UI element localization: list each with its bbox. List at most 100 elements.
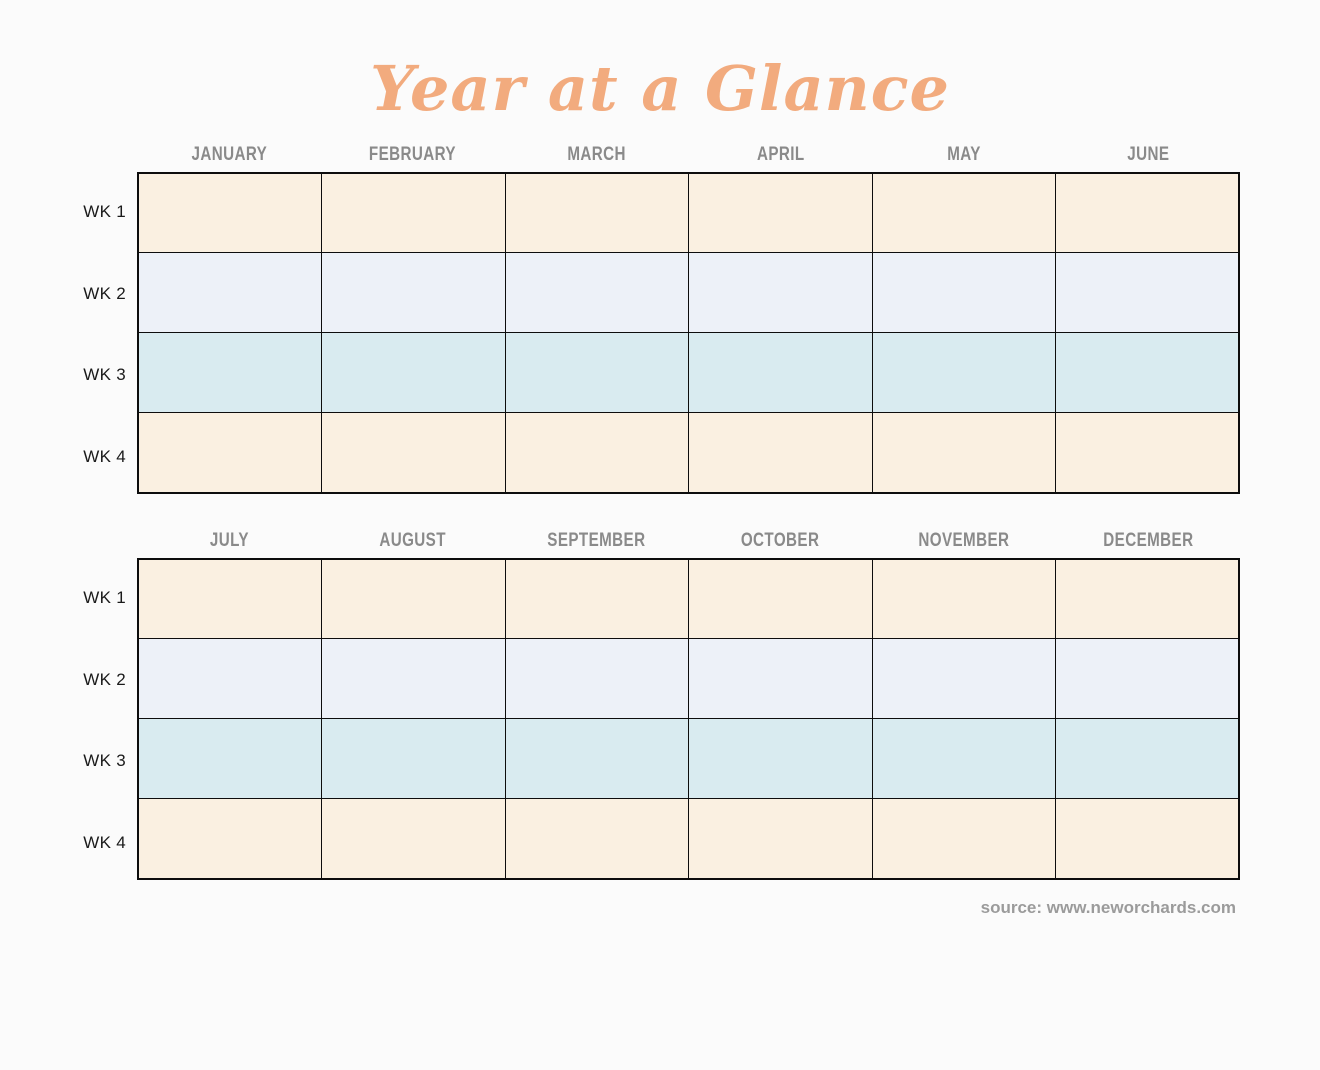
calendar-cell <box>688 172 873 253</box>
month-label: NOVEMBER <box>872 530 1056 552</box>
week-label: WK 4 <box>83 832 126 852</box>
month-label-text: JULY <box>209 529 249 551</box>
month-label: MARCH <box>505 144 689 166</box>
calendar-cell <box>137 252 322 333</box>
month-label: APRIL <box>688 144 872 166</box>
calendar-cell <box>1055 252 1240 333</box>
calendar-cell <box>321 638 506 719</box>
month-label-text: JUNE <box>1126 143 1170 165</box>
calendar-cell <box>504 252 689 333</box>
calendar-cell <box>1055 172 1240 253</box>
week-label: WK 1 <box>83 588 126 608</box>
month-label-text: AUGUST <box>379 529 447 551</box>
calendar-cell <box>137 558 322 639</box>
calendar-cell <box>871 252 1056 333</box>
header-spacer <box>0 524 137 558</box>
week-row <box>137 798 1240 879</box>
month-label: AUGUST <box>321 530 505 552</box>
page-title: Year at a Glance <box>370 52 950 125</box>
calendar-cell <box>137 332 322 413</box>
calendar-cell <box>137 172 322 253</box>
calendar-grid-jan-jun: JANUARY FEBRUARY MARCH APRIL MAY JUNE <box>137 138 1240 498</box>
week-label: WK 3 <box>83 365 126 385</box>
calendar-cell <box>321 798 506 879</box>
month-label: JULY <box>137 530 321 552</box>
calendar-cell <box>504 798 689 879</box>
calendar-cell <box>504 558 689 639</box>
calendar-cell <box>1055 332 1240 413</box>
calendar-cell <box>321 172 506 253</box>
month-header-row: JULY AUGUST SEPTEMBER OCTOBER NOVEMBER D… <box>137 524 1240 558</box>
calendar-cell <box>321 332 506 413</box>
calendar-cell <box>1055 798 1240 879</box>
calendar-cell <box>1055 558 1240 639</box>
calendar-cell <box>137 798 322 879</box>
calendar-cell <box>871 638 1056 719</box>
calendar-cell <box>321 718 506 799</box>
calendar-cell <box>1055 638 1240 719</box>
month-label-text: FEBRUARY <box>369 143 457 165</box>
calendar-sheet: WK 1 WK 2 WK 3 WK 4 JANUARY FEBRUARY MAR… <box>0 138 1240 918</box>
month-label-text: OCTOBER <box>741 529 820 551</box>
week-label-column: WK 1 WK 2 WK 3 WK 4 <box>0 524 137 884</box>
month-label-text: NOVEMBER <box>918 529 1010 551</box>
calendar-cell <box>871 172 1056 253</box>
week-label-column: WK 1 WK 2 WK 3 WK 4 <box>0 138 137 498</box>
calendar-cell <box>504 412 689 493</box>
calendar-cell <box>871 332 1056 413</box>
month-label: SEPTEMBER <box>505 530 689 552</box>
calendar-cell <box>137 638 322 719</box>
month-label-text: APRIL <box>756 143 805 165</box>
month-label: FEBRUARY <box>321 144 505 166</box>
calendar-cell <box>504 638 689 719</box>
calendar-grid-jul-dec: JULY AUGUST SEPTEMBER OCTOBER NOVEMBER D… <box>137 524 1240 884</box>
week-row <box>137 172 1240 253</box>
calendar-cell <box>688 638 873 719</box>
week-row <box>137 252 1240 333</box>
calendar-cell <box>321 412 506 493</box>
week-row <box>137 332 1240 413</box>
calendar-cell <box>504 172 689 253</box>
month-label-text: MARCH <box>567 143 626 165</box>
calendar-cell <box>137 412 322 493</box>
calendar-cell <box>688 798 873 879</box>
calendar-cell <box>688 412 873 493</box>
calendar-cell <box>871 718 1056 799</box>
month-label: DECEMBER <box>1056 530 1240 552</box>
calendar-table-jul-dec <box>137 557 1240 880</box>
month-header-row: JANUARY FEBRUARY MARCH APRIL MAY JUNE <box>137 138 1240 172</box>
calendar-cell <box>871 798 1056 879</box>
week-row <box>137 412 1240 493</box>
calendar-cell <box>688 718 873 799</box>
month-label-text: JANUARY <box>191 143 267 165</box>
week-label: WK 4 <box>83 446 126 466</box>
calendar-cell <box>1055 412 1240 493</box>
header-spacer <box>0 138 137 172</box>
calendar-block-jul-dec: WK 1 WK 2 WK 3 WK 4 JULY AUGUST SEPTEMBE… <box>0 524 1240 884</box>
month-label: JANUARY <box>137 144 321 166</box>
calendar-cell <box>137 718 322 799</box>
calendar-cell <box>321 252 506 333</box>
month-label-text: DECEMBER <box>1102 529 1194 551</box>
calendar-cell <box>504 332 689 413</box>
calendar-cell <box>504 718 689 799</box>
week-label: WK 1 <box>83 202 126 222</box>
week-row <box>137 718 1240 799</box>
calendar-cell <box>1055 718 1240 799</box>
week-label: WK 2 <box>83 669 126 689</box>
week-row <box>137 558 1240 639</box>
source-text: source: www.neworchards.com <box>980 897 1236 917</box>
month-label: OCTOBER <box>688 530 872 552</box>
month-label: JUNE <box>1056 144 1240 166</box>
week-label: WK 2 <box>83 283 126 303</box>
calendar-cell <box>688 332 873 413</box>
week-row <box>137 638 1240 719</box>
calendar-cell <box>688 558 873 639</box>
month-label-text: SEPTEMBER <box>547 529 646 551</box>
month-label-text: MAY <box>947 143 982 165</box>
calendar-cell <box>688 252 873 333</box>
calendar-cell <box>871 412 1056 493</box>
month-label: MAY <box>872 144 1056 166</box>
calendar-block-jan-jun: WK 1 WK 2 WK 3 WK 4 JANUARY FEBRUARY MAR… <box>0 138 1240 498</box>
week-label: WK 3 <box>83 751 126 771</box>
